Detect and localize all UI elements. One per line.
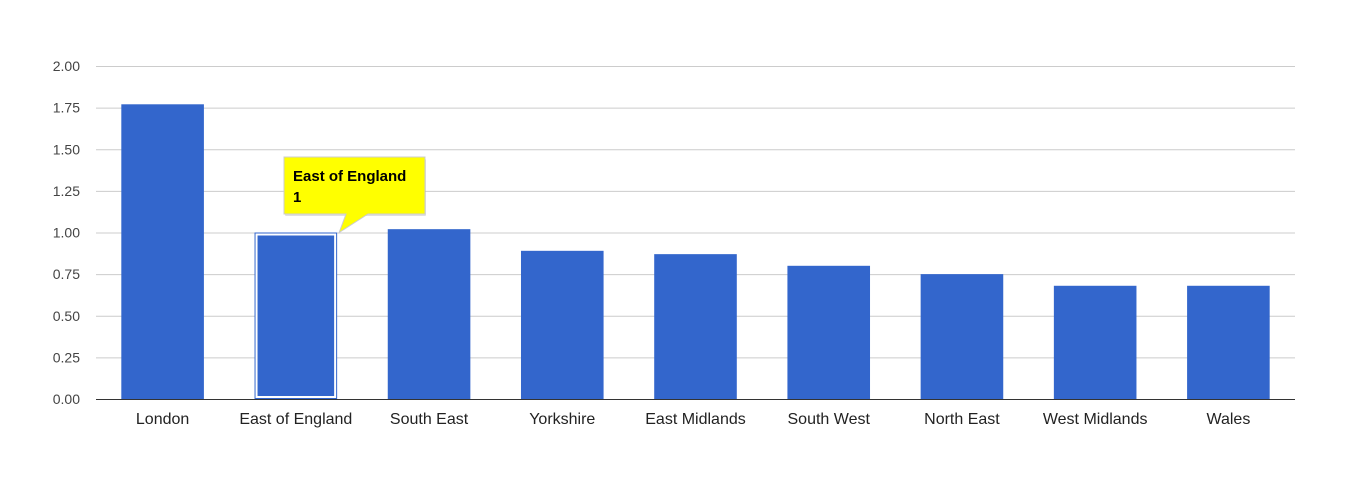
x-tick-label: Yorkshire	[529, 411, 595, 428]
y-tick-label: 1.25	[53, 183, 80, 199]
x-tick-label: North East	[924, 411, 1000, 428]
y-axis-ticks: 0.00 0.25 0.50 0.75 1.00 1.25 1.50 1.75 2.00	[53, 58, 80, 407]
x-tick-label: East Midlands	[645, 411, 746, 428]
y-tick-label: 0.00	[53, 391, 80, 407]
bar-highlight-outline	[255, 233, 337, 398]
y-tick-label: 1.50	[53, 141, 80, 157]
bar-south-west[interactable]	[787, 265, 871, 399]
y-tick-label: 2.00	[53, 58, 80, 74]
y-tick-label: 0.75	[53, 266, 80, 282]
bar-wales[interactable]	[1187, 285, 1270, 399]
bars	[121, 104, 1270, 400]
x-tick-label: South West	[788, 411, 871, 428]
bar-london[interactable]	[121, 104, 204, 400]
tooltip-title: East of England	[293, 168, 406, 185]
x-tick-label: London	[136, 411, 189, 428]
x-tick-label: Wales	[1206, 411, 1250, 428]
tooltip-box	[283, 156, 426, 234]
x-tick-label: West Midlands	[1043, 411, 1148, 428]
x-tick-label: East of England	[239, 411, 352, 428]
y-tick-label: 0.25	[53, 349, 80, 365]
bar-east-of-england[interactable]	[254, 232, 338, 400]
tooltip-value: 1	[293, 189, 301, 206]
bar-west-midlands[interactable]	[1053, 285, 1137, 399]
y-tick-label: 0.50	[53, 308, 80, 324]
y-tick-label: 1.00	[53, 225, 80, 241]
x-axis-ticks: London East of England South East Yorkshire…	[136, 411, 1250, 428]
bar-yorkshire[interactable]	[520, 250, 604, 399]
bar-east-midlands[interactable]	[654, 254, 737, 399]
y-tick-label: 1.75	[53, 100, 80, 116]
tooltip: East of England 1	[283, 156, 426, 234]
x-tick-label: South East	[390, 411, 469, 428]
bar-south-east[interactable]	[387, 229, 471, 399]
bar-north-east[interactable]	[920, 274, 1004, 399]
